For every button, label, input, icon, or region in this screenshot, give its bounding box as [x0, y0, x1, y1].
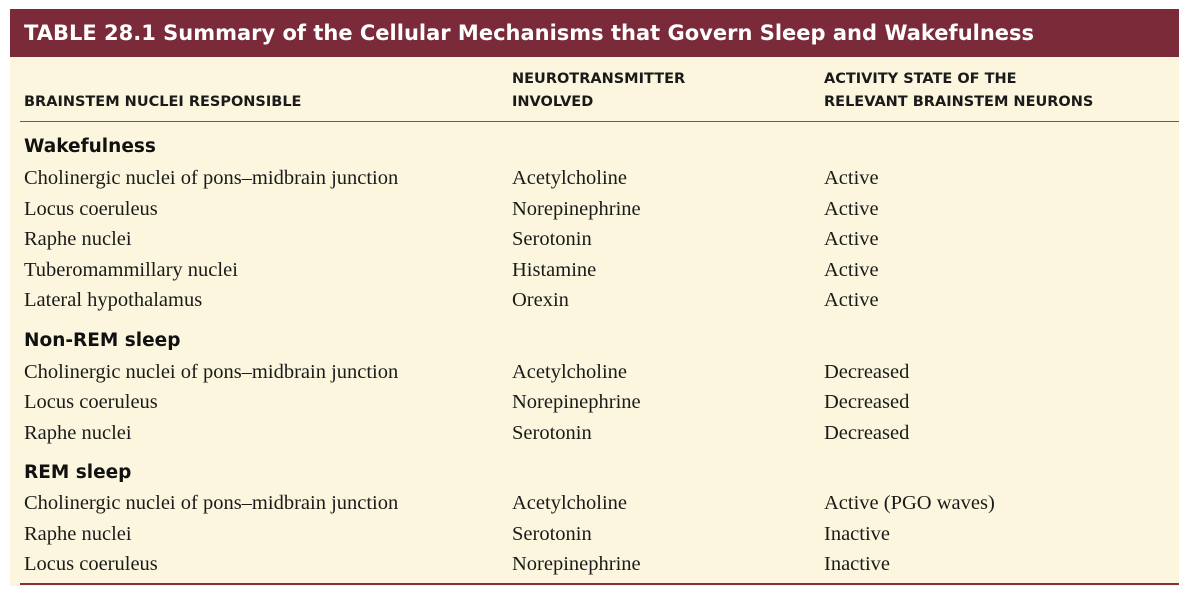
- cell-neurotransmitter: Serotonin: [512, 228, 592, 250]
- cell-neurotransmitter: Acetylcholine: [512, 492, 627, 514]
- cell-nuclei: Locus coeruleus: [24, 198, 158, 220]
- cell-neurotransmitter: Orexin: [512, 289, 569, 311]
- cell-neurotransmitter: Serotonin: [512, 422, 592, 444]
- sleep-wakefulness-table: TABLE 28.1 Summary of the Cellular Mecha…: [10, 9, 1179, 586]
- cell-activity: Active (PGO waves): [824, 492, 995, 514]
- cell-nuclei: Cholinergic nuclei of pons–midbrain junc…: [24, 167, 399, 189]
- cell-nuclei: Locus coeruleus: [24, 553, 158, 575]
- cell-activity: Active: [824, 198, 879, 220]
- cell-nuclei: Cholinergic nuclei of pons–midbrain junc…: [24, 492, 399, 514]
- cell-activity: Active: [824, 167, 879, 189]
- cell-neurotransmitter: Acetylcholine: [512, 167, 627, 189]
- section-rem-sleep: REM sleep: [24, 462, 132, 483]
- header-divider: [20, 121, 1179, 122]
- cell-activity: Decreased: [824, 391, 910, 413]
- cell-activity: Active: [824, 289, 879, 311]
- cell-activity: Active: [824, 228, 879, 250]
- cell-neurotransmitter: Serotonin: [512, 523, 592, 545]
- cell-activity: Decreased: [824, 361, 910, 383]
- cell-neurotransmitter: Histamine: [512, 259, 597, 281]
- section-wakefulness: Wakefulness: [24, 136, 156, 157]
- cell-activity: Inactive: [824, 553, 891, 575]
- cell-neurotransmitter: Norepinephrine: [512, 391, 641, 413]
- section-non-rem-sleep: Non-REM sleep: [24, 330, 181, 351]
- cell-activity: Decreased: [824, 422, 910, 444]
- cell-nuclei: Raphe nuclei: [24, 422, 132, 444]
- header-neurotransmitter: NEUROTRANSMITTER INVOLVED: [512, 71, 686, 110]
- cell-nuclei: Lateral hypothalamus: [24, 289, 203, 311]
- cell-nuclei: Cholinergic nuclei of pons–midbrain junc…: [24, 361, 399, 383]
- cell-neurotransmitter: Norepinephrine: [512, 553, 641, 575]
- cell-activity: Inactive: [824, 523, 891, 545]
- cell-neurotransmitter: Acetylcholine: [512, 361, 627, 383]
- cell-activity: Active: [824, 259, 879, 281]
- cell-nuclei: Raphe nuclei: [24, 523, 132, 545]
- cell-nuclei: Locus coeruleus: [24, 391, 158, 413]
- header-activity-state: ACTIVITY STATE OF THE RELEVANT BRAINSTEM…: [824, 71, 1094, 110]
- cell-neurotransmitter: Norepinephrine: [512, 198, 641, 220]
- cell-nuclei: Tuberomammillary nuclei: [24, 259, 238, 281]
- table-title: TABLE 28.1 Summary of the Cellular Mecha…: [10, 9, 1179, 57]
- cell-nuclei: Raphe nuclei: [24, 228, 132, 250]
- table-bottom-rule: [20, 583, 1179, 585]
- header-brainstem-nuclei: BRAINSTEM NUCLEI RESPONSIBLE: [24, 94, 302, 110]
